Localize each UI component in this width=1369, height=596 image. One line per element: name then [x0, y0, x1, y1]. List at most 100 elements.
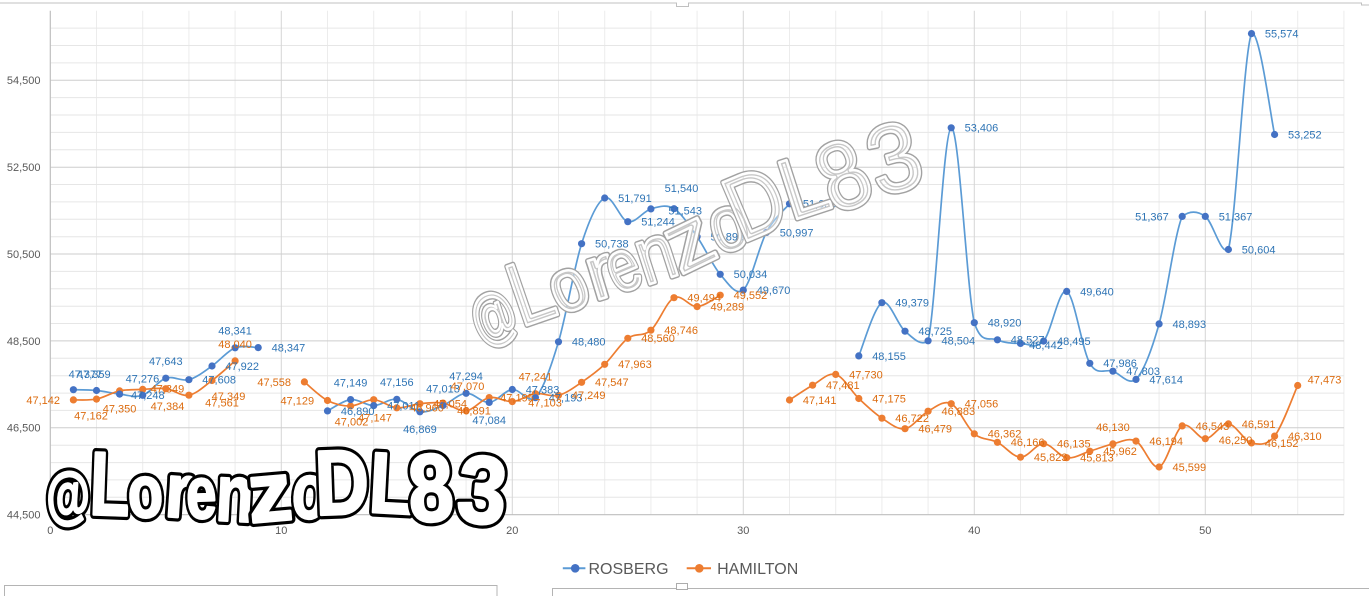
svg-text:49,379: 49,379	[895, 298, 929, 310]
svg-text:49,640: 49,640	[1080, 286, 1114, 298]
svg-text:n: n	[214, 448, 256, 539]
svg-text:51,791: 51,791	[618, 193, 652, 205]
svg-text:47,922: 47,922	[225, 361, 259, 373]
svg-text:n: n	[214, 448, 256, 539]
svg-text:47,481: 47,481	[826, 380, 860, 392]
svg-text:HAMILTON: HAMILTON	[717, 561, 798, 578]
svg-text:47,276: 47,276	[126, 373, 160, 385]
svg-text:51,244: 51,244	[641, 217, 675, 229]
svg-text:8: 8	[406, 434, 457, 543]
svg-text:3: 3	[453, 435, 511, 546]
svg-text:48,920: 48,920	[988, 318, 1022, 330]
svg-text:51,543: 51,543	[668, 205, 702, 217]
svg-text:47,011: 47,011	[387, 401, 420, 413]
svg-text:48,725: 48,725	[918, 326, 952, 338]
svg-text:47,547: 47,547	[595, 377, 629, 389]
svg-text:z: z	[243, 443, 295, 540]
svg-text:8: 8	[406, 434, 457, 543]
svg-text:52,500: 52,500	[7, 162, 41, 174]
svg-text:o: o	[290, 446, 330, 536]
svg-text:o: o	[126, 449, 165, 534]
svg-text:47,175: 47,175	[872, 393, 906, 405]
svg-text:48,893: 48,893	[1173, 319, 1207, 331]
svg-text:L: L	[367, 435, 416, 533]
svg-text:47,986: 47,986	[1103, 358, 1137, 370]
svg-text:46,166: 46,166	[1011, 437, 1045, 449]
svg-text:46,591: 46,591	[1242, 419, 1276, 431]
svg-text:ROSBERG: ROSBERG	[589, 561, 669, 578]
svg-text:46,960: 46,960	[410, 403, 444, 415]
svg-text:46,194: 46,194	[1149, 436, 1183, 448]
svg-text:51,367: 51,367	[1135, 211, 1169, 223]
svg-text:46,543: 46,543	[1196, 421, 1230, 433]
svg-text:47,002: 47,002	[335, 416, 369, 428]
svg-text:48,480: 48,480	[572, 337, 606, 349]
svg-text:47,963: 47,963	[618, 359, 652, 371]
svg-text:50,738: 50,738	[595, 239, 629, 251]
svg-text:47,377: 47,377	[69, 369, 103, 381]
svg-text:47,558: 47,558	[257, 377, 291, 389]
svg-text:47,384: 47,384	[151, 401, 185, 413]
svg-text:D: D	[313, 431, 371, 535]
svg-text:54,500: 54,500	[7, 75, 41, 87]
svg-text:45,823: 45,823	[1034, 452, 1068, 464]
svg-text:49,552: 49,552	[734, 290, 768, 302]
svg-text:46,890: 46,890	[341, 406, 375, 418]
svg-text:47,013: 47,013	[426, 383, 460, 395]
svg-text:47,147: 47,147	[358, 412, 392, 424]
svg-text:51,656: 51,656	[803, 199, 837, 211]
svg-text:L: L	[88, 434, 131, 535]
svg-text:48,495: 48,495	[1057, 336, 1091, 348]
svg-text:48,746: 48,746	[664, 325, 698, 337]
svg-text:49,494: 49,494	[687, 293, 721, 305]
svg-text:47,803: 47,803	[1126, 366, 1160, 378]
svg-text:49,670: 49,670	[757, 285, 791, 297]
svg-text:50,997: 50,997	[780, 227, 814, 239]
svg-text:48,347: 48,347	[272, 343, 306, 355]
svg-text:e: e	[185, 453, 218, 535]
svg-text:48,560: 48,560	[641, 333, 675, 345]
svg-text:46,310: 46,310	[1288, 431, 1322, 443]
svg-text:55,574: 55,574	[1265, 29, 1299, 41]
svg-text:47,193: 47,193	[549, 393, 583, 405]
svg-text:47,129: 47,129	[280, 395, 314, 407]
svg-text:46,883: 46,883	[942, 406, 976, 418]
svg-text:@: @	[42, 459, 93, 532]
svg-text:47,056: 47,056	[965, 399, 999, 411]
svg-text:L: L	[367, 435, 416, 533]
svg-text:49,289: 49,289	[711, 302, 745, 314]
svg-text:10: 10	[275, 525, 287, 537]
svg-text:47,103: 47,103	[528, 397, 562, 409]
svg-text:50,034: 50,034	[734, 269, 768, 281]
svg-text:47,249: 47,249	[572, 390, 606, 402]
svg-text:48,442: 48,442	[1029, 340, 1063, 352]
svg-text:L: L	[88, 434, 131, 535]
svg-text:45,599: 45,599	[1173, 462, 1207, 474]
svg-text:46,152: 46,152	[1265, 438, 1299, 450]
svg-text:47,383: 47,383	[526, 384, 560, 396]
svg-text:48,341: 48,341	[218, 326, 252, 338]
svg-text:20: 20	[506, 525, 518, 537]
svg-text:47,070: 47,070	[451, 381, 485, 393]
svg-text:47,248: 47,248	[131, 390, 165, 402]
svg-text:47,614: 47,614	[1149, 374, 1183, 386]
svg-text:47,643: 47,643	[149, 356, 183, 368]
svg-text:47,149: 47,149	[334, 378, 368, 390]
svg-text:47,349: 47,349	[212, 391, 246, 403]
svg-text:47,561: 47,561	[205, 398, 239, 410]
svg-text:51,540: 51,540	[665, 183, 699, 195]
svg-text:47,350: 47,350	[103, 403, 137, 415]
svg-text:47,608: 47,608	[202, 375, 236, 387]
svg-text:46,362: 46,362	[988, 429, 1022, 441]
svg-text:47,156: 47,156	[380, 377, 414, 389]
svg-text:e: e	[185, 453, 218, 535]
svg-text:50: 50	[1199, 525, 1211, 537]
svg-text:48,040: 48,040	[218, 339, 252, 351]
svg-text:40: 40	[968, 525, 980, 537]
svg-text:46,722: 46,722	[895, 413, 929, 425]
svg-text:48,527: 48,527	[1011, 335, 1045, 347]
svg-text:46,135: 46,135	[1057, 439, 1091, 451]
svg-text:51,367: 51,367	[1219, 211, 1253, 223]
svg-text:53,406: 53,406	[965, 123, 999, 135]
svg-text:46,500: 46,500	[7, 423, 41, 435]
